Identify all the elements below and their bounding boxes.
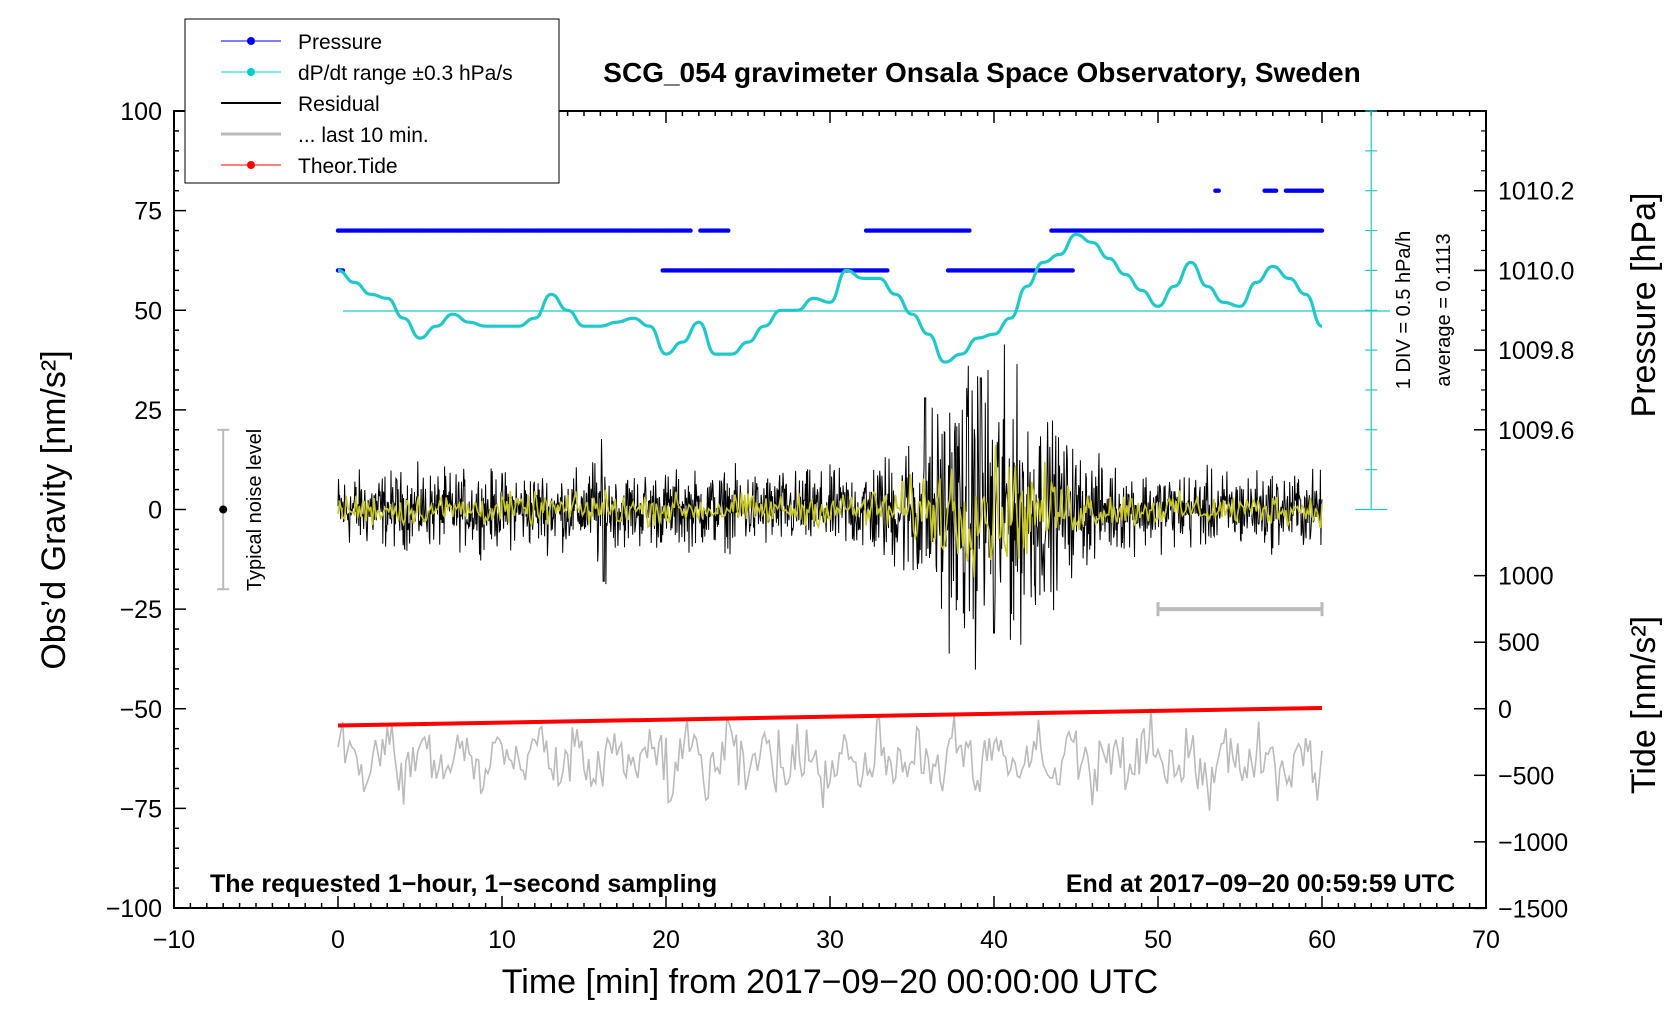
theor-tide-trace [337,705,1323,728]
pressure-tick-label: 1009.8 [1498,337,1574,365]
x-tick-label: 70 [1472,926,1500,954]
x-tick-label: 0 [331,926,345,954]
pressure-axis-label: Pressure [hPa] [1625,193,1663,418]
y-tick-label: 50 [134,297,162,325]
x-tick-label: 40 [980,926,1008,954]
pressure-dot [1319,188,1325,193]
y-tick-label: 0 [148,497,162,525]
x-tick-label: 20 [652,926,680,954]
pressure-dot [726,228,731,233]
theor-tide-line [337,705,1323,728]
legend-swatch-dot [247,37,255,45]
pressure-dot [1319,228,1325,233]
dpdt-trace [337,232,1323,364]
legend-box [184,18,560,184]
x-tick-label: −10 [153,926,195,954]
y-tick-label: −100 [106,895,162,923]
noise-level-text: Typical noise level [244,429,266,591]
y-tick-label: 25 [134,397,162,425]
pressure-tick-label: 1010.0 [1498,257,1574,285]
residual-smoothed-trace [337,444,1323,578]
pressure-dot [967,228,972,233]
tide-axis-label: Tide [nm/s²] [1625,616,1663,794]
residual-trace [337,344,1323,670]
noise-level-bar [217,428,230,591]
legend-swatch-dot [247,68,255,76]
x-tick-label: 60 [1308,926,1336,954]
last-10min-line [337,708,1323,811]
div-scale-text: 1 DIV = 0.5 hPa/h [1393,231,1415,389]
y-tick-label: 100 [120,98,162,126]
pressure-dot [1070,268,1075,273]
pressure-tick-label: 1009.6 [1498,417,1574,445]
legend-label: Pressure [298,31,382,54]
chart-title: SCG_054 gravimeter Onsala Space Observat… [603,57,1360,88]
pressure-dot [688,228,693,233]
last-10min-trace [337,708,1323,811]
pressure-dot [1273,188,1279,193]
average-text: average = 0.1113 [1433,233,1455,386]
tide-tick-label: −500 [1498,762,1554,790]
pressure-dot [1216,188,1221,193]
y-tick-label: −25 [120,596,162,624]
last-10min-range-bar [1156,602,1324,617]
legend-label: ... last 10 min. [298,124,429,147]
x-axis: −10 0 10 20 30 40 50 60 70 [153,926,1500,954]
legend-label: Residual [298,93,380,116]
pressure-tick-label: 1010.2 [1498,178,1574,206]
tide-tick-label: 500 [1498,629,1540,657]
x-tick-label: 30 [816,926,844,954]
legend: Pressure dP/dt range ±0.3 hPa/s Residual..… [221,31,513,178]
tide-tick-label: 0 [1498,696,1512,724]
residual-smoothed-line [337,444,1323,578]
tide-tick-label: −1500 [1498,895,1568,923]
y-tick-label: −50 [120,696,162,724]
legend-label: Theor.Tide [298,155,398,178]
y-axis-label: Obs’d Gravity [nm/s²] [35,350,73,669]
residual-line [337,344,1323,670]
noise-bar-dot [219,505,228,514]
pressure-dot [885,268,890,273]
y-tick-label: −75 [120,795,162,823]
dpdt-line [337,232,1323,364]
tide-axis: 1000 500 0 −500 −1000 −1500 [1474,563,1568,923]
end-time-note: End at 2017−09−20 00:59:59 UTC [1066,870,1455,898]
legend-swatch-dot [247,161,255,169]
x-tick-label: 50 [1144,926,1172,954]
pressure-dots [335,188,1325,273]
sampling-note: The requested 1−hour, 1−second sampling [210,870,717,898]
x-axis-label: Time [min] from 2017−09−20 00:00:00 UTC [502,963,1158,1001]
tide-tick-label: −1000 [1498,829,1568,857]
pressure-axis: 1010.2 1010.0 1009.8 1009.6 [1474,130,1574,451]
legend-label: dP/dt range ±0.3 hPa/s [298,62,513,85]
y-tick-label: 75 [134,198,162,226]
tide-tick-label: 1000 [1498,563,1554,591]
div-scale [1355,110,1388,511]
y-axis-left: 100 75 50 25 0 −25 −50 −75 −100 [106,98,162,923]
x-tick-label: 10 [488,926,516,954]
